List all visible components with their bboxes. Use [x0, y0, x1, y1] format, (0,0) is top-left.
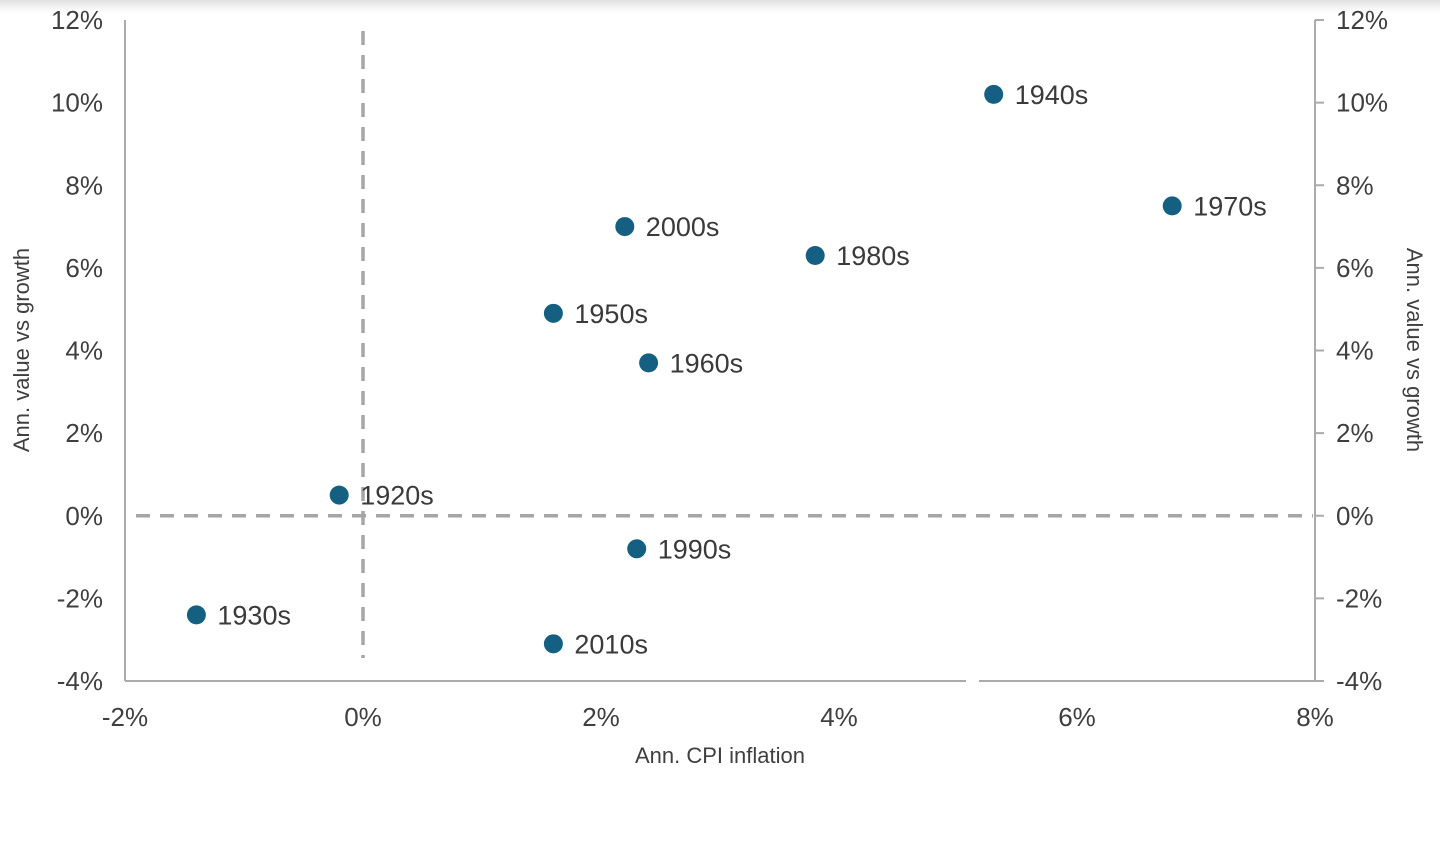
- data-point-2000s: [615, 217, 635, 237]
- data-point-label-1930s: 1930s: [217, 600, 291, 630]
- data-point-label-2000s: 2000s: [646, 212, 720, 242]
- x-tick-label: 0%: [344, 702, 382, 732]
- y-tick-label-right: -4%: [1336, 666, 1382, 696]
- y-tick-label-right: 12%: [1336, 5, 1388, 35]
- y-tick-label-right: 6%: [1336, 253, 1374, 283]
- y-tick-label-left: 10%: [51, 88, 103, 118]
- data-point-label-1970s: 1970s: [1193, 191, 1267, 221]
- y-tick-label-right: -2%: [1336, 583, 1382, 613]
- data-point-label-1950s: 1950s: [574, 299, 648, 329]
- x-tick-label: -2%: [102, 702, 148, 732]
- y-axis-title-left: Ann. value vs growth: [9, 247, 34, 453]
- y-tick-label-right: 4%: [1336, 336, 1374, 366]
- x-tick-label: 6%: [1058, 702, 1096, 732]
- data-point-1940s: [984, 84, 1004, 104]
- x-axis-title: Ann. CPI inflation: [635, 743, 805, 768]
- y-axis-title-right: Ann. value vs growth: [1402, 247, 1427, 453]
- data-point-1930s: [186, 605, 206, 625]
- y-tick-label-left: -4%: [57, 666, 103, 696]
- data-point-label-1940s: 1940s: [1015, 80, 1089, 110]
- data-point-1950s: [543, 303, 563, 323]
- x-tick-label: 8%: [1296, 702, 1334, 732]
- data-point-label-2010s: 2010s: [574, 629, 648, 659]
- x-tick-label: 4%: [820, 702, 858, 732]
- data-point-1970s: [1162, 196, 1182, 216]
- data-point-label-1960s: 1960s: [670, 348, 744, 378]
- data-point-2010s: [543, 634, 563, 654]
- data-point-1990s: [627, 539, 647, 559]
- y-tick-label-left: 8%: [65, 170, 103, 200]
- data-point-1920s: [329, 485, 349, 505]
- y-tick-label-right: 0%: [1336, 501, 1374, 531]
- y-tick-label-right: 8%: [1336, 170, 1374, 200]
- y-tick-label-left: 2%: [65, 418, 103, 448]
- y-tick-label-right: 2%: [1336, 418, 1374, 448]
- y-tick-label-left: 6%: [65, 253, 103, 283]
- data-point-label-1980s: 1980s: [836, 241, 910, 271]
- data-point-label-1920s: 1920s: [360, 481, 434, 511]
- y-tick-label-left: 4%: [65, 336, 103, 366]
- y-tick-label-right: 10%: [1336, 88, 1388, 118]
- data-point-label-1990s: 1990s: [658, 534, 732, 564]
- y-tick-label-left: 0%: [65, 501, 103, 531]
- data-point-1980s: [805, 245, 825, 265]
- y-tick-label-left: -2%: [57, 583, 103, 613]
- data-point-1960s: [639, 353, 659, 373]
- y-tick-label-left: 12%: [51, 5, 103, 35]
- x-tick-label: 2%: [582, 702, 620, 732]
